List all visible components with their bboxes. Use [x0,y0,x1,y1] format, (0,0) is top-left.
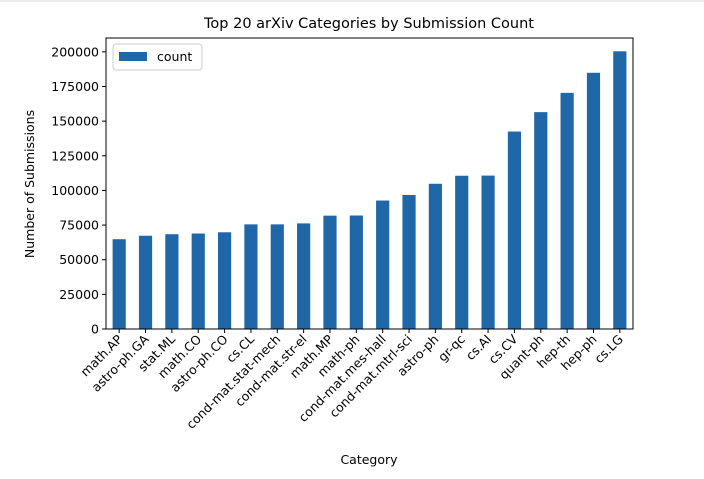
bar-math-ph [349,215,363,329]
bar-math.CO [191,233,205,329]
y-tick-label: 125000 [51,148,99,163]
bar-cs.LG [613,51,627,330]
legend-swatch [119,52,147,61]
legend: count [112,43,203,71]
bar-math.AP [112,239,126,329]
x-tick-label: cs.LG [591,332,626,367]
y-tick-label: 25000 [59,287,99,302]
legend-box [112,43,203,71]
bar-hep-ph [586,72,601,329]
y-tick-label: 50000 [59,252,99,267]
bar-cond-mat.str-el [297,223,311,329]
bar-cond-mat.mes-hall [376,200,390,329]
bar-astro-ph.CO [217,232,232,329]
y-tick-label: 175000 [51,79,99,94]
x-axis: math.APastro-ph.GAstat.MLmath.COastro-ph… [77,329,626,432]
bar-hep-th [560,92,574,330]
y-tick-label: 0 [91,322,99,337]
y-tick-label: 75000 [59,218,99,233]
bar-cond-mat.mtrl-sci [402,195,416,329]
x-tick-label: gr-qc [435,331,468,364]
y-axis-label: Number of Submissions [22,110,37,258]
bar-gr-qc [455,175,469,329]
bar-cs.CL [244,224,258,329]
bar-stat.ML [165,234,179,329]
bar-astro-ph.GA [138,235,153,329]
plot-frame [105,37,634,330]
bar-cs.CV [507,131,522,329]
bar-cs.AI [481,175,495,329]
y-tick-label: 150000 [51,114,99,129]
bar-quant-ph [534,112,548,329]
y-tick-label: 200000 [51,44,99,59]
x-axis-label: Category [340,452,398,467]
bar-astro-ph [428,183,442,329]
chart-title: Top 20 arXiv Categories by Submission Co… [203,16,534,32]
bar-math.MP [323,215,337,329]
y-tick-label: 100000 [51,183,99,198]
y-axis: 0 25000 50000 75000 100000 125000 150000 175000… [51,44,106,337]
bar-cond-mat.stat-mech [270,224,284,329]
legend-label: count [157,49,192,64]
plot-area [112,51,627,330]
